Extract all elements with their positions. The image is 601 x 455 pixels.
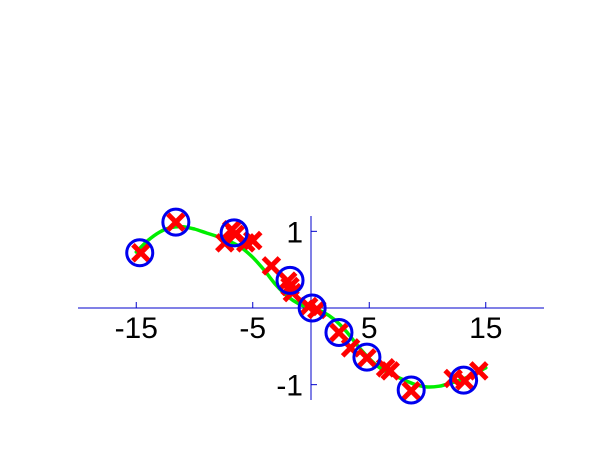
sample-cross-marker [468, 361, 489, 381]
selected-circle-marker [352, 342, 382, 372]
selected-circle-marker [396, 375, 426, 405]
sample-cross-marker [329, 322, 349, 343]
selected-markers-layer [125, 207, 479, 405]
selected-circle-marker [161, 207, 191, 237]
selected-circle-marker [449, 365, 479, 395]
selected-circle-marker [275, 265, 305, 295]
sample-cross-marker [401, 381, 421, 401]
sample-cross-marker [166, 212, 186, 232]
selected-circle-marker [219, 218, 249, 248]
sample-cross-marker [357, 348, 377, 368]
y-tick-label: -1 [276, 370, 303, 403]
x-tick-label: -15 [115, 312, 158, 345]
sample-cross-marker [261, 256, 282, 276]
x-tick-label: -5 [239, 312, 266, 345]
x-tick-label: 5 [361, 312, 378, 345]
tick-labels: -15 -5 5 15 -1 1 [115, 216, 503, 402]
selected-circle-marker [297, 293, 327, 323]
sample-cross-marker [380, 361, 400, 381]
selected-circle-marker [125, 238, 155, 268]
sample-cross-marker [131, 243, 151, 263]
y-tick-label: 1 [286, 216, 303, 249]
sample-markers-layer [131, 212, 489, 401]
selected-circle-marker [324, 318, 354, 348]
sample-cross-marker [455, 371, 475, 391]
x-tick-label: 15 [469, 312, 502, 345]
